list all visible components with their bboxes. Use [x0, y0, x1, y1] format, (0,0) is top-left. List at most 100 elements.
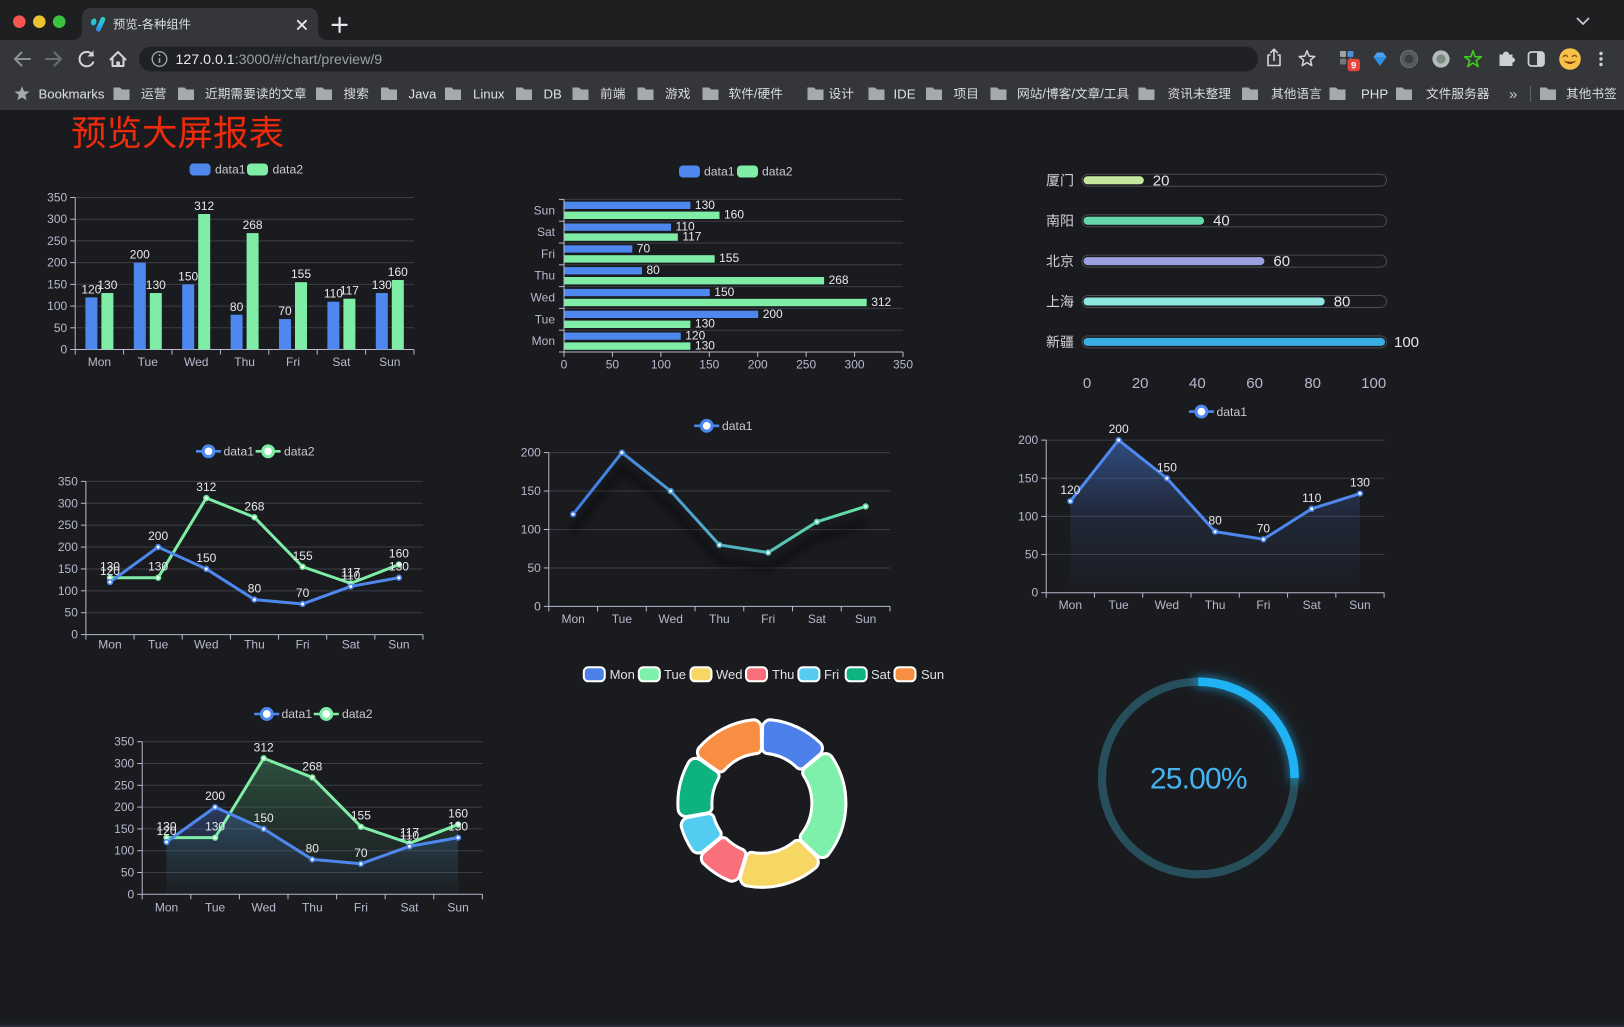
svg-text:Bookmarks: Bookmarks	[39, 86, 105, 101]
svg-text:PHP: PHP	[1361, 86, 1388, 101]
svg-text:DB: DB	[544, 86, 563, 101]
svg-text:200: 200	[148, 529, 168, 543]
svg-text:50: 50	[121, 866, 135, 880]
svg-text:268: 268	[302, 759, 322, 773]
svg-text:Sat: Sat	[808, 612, 827, 626]
svg-text:Wed: Wed	[658, 612, 682, 626]
svg-text:117: 117	[400, 825, 419, 839]
svg-text:Sun: Sun	[921, 667, 944, 682]
svg-text:80: 80	[1208, 514, 1222, 528]
svg-text:Tue: Tue	[148, 638, 169, 652]
svg-text:50: 50	[1025, 548, 1039, 562]
svg-text:40: 40	[1189, 375, 1206, 392]
svg-text:-: -	[138, 18, 142, 32]
svg-text:160: 160	[388, 265, 408, 279]
svg-text:250: 250	[47, 234, 67, 248]
svg-text:data1: data1	[224, 445, 255, 459]
svg-text:110: 110	[676, 220, 695, 234]
svg-text:160: 160	[448, 807, 468, 821]
svg-text:Tue: Tue	[664, 667, 686, 682]
svg-text:Sat: Sat	[537, 225, 556, 239]
svg-text:Fri: Fri	[761, 612, 775, 626]
svg-text:Sun: Sun	[388, 638, 409, 652]
svg-text:Mon: Mon	[155, 900, 178, 914]
svg-text:130: 130	[148, 560, 168, 574]
svg-text:70: 70	[354, 846, 368, 860]
svg-text:130: 130	[695, 317, 715, 331]
svg-text:Fri: Fri	[1256, 598, 1270, 612]
svg-text:data2: data2	[284, 445, 315, 459]
svg-text:Sat: Sat	[400, 900, 419, 914]
svg-text:70: 70	[296, 586, 310, 600]
svg-text:312: 312	[194, 199, 214, 213]
svg-text:IDE: IDE	[894, 86, 916, 101]
svg-text:130: 130	[205, 820, 225, 834]
svg-text:200: 200	[114, 800, 134, 814]
svg-text:Tue: Tue	[535, 312, 556, 326]
svg-text:0: 0	[1032, 586, 1039, 600]
svg-text:Wed: Wed	[251, 900, 275, 914]
svg-text:Tue: Tue	[612, 612, 633, 626]
svg-text:117: 117	[682, 229, 701, 243]
svg-text:Wed: Wed	[716, 667, 743, 682]
svg-text:100: 100	[47, 299, 67, 313]
svg-text:/: /	[1071, 87, 1075, 101]
svg-text:50: 50	[54, 321, 68, 335]
svg-text:150: 150	[1157, 460, 1177, 474]
svg-text:100: 100	[651, 358, 671, 372]
svg-text:130: 130	[372, 278, 392, 292]
svg-text:80: 80	[1334, 294, 1351, 311]
svg-text:155: 155	[719, 251, 739, 265]
svg-text:0: 0	[61, 343, 68, 357]
svg-text:268: 268	[244, 499, 264, 513]
svg-text:300: 300	[845, 358, 865, 372]
svg-text:25.00%: 25.00%	[1150, 763, 1247, 796]
svg-text:50: 50	[65, 606, 79, 620]
svg-text:Thu: Thu	[244, 638, 265, 652]
svg-text:130: 130	[389, 560, 409, 574]
svg-text:150: 150	[58, 562, 78, 576]
svg-text:80: 80	[646, 263, 660, 277]
svg-text:data2: data2	[273, 163, 304, 177]
svg-text:130: 130	[100, 560, 120, 574]
svg-text:250: 250	[114, 778, 134, 792]
svg-text:Mon: Mon	[561, 612, 584, 626]
svg-text:150: 150	[254, 811, 274, 825]
svg-text:Mon: Mon	[1059, 598, 1082, 612]
svg-text:110: 110	[1302, 491, 1321, 505]
svg-text:80: 80	[230, 300, 244, 314]
svg-text:Sun: Sun	[1349, 598, 1370, 612]
svg-text:100: 100	[1018, 509, 1038, 523]
svg-text:Sat: Sat	[332, 355, 351, 369]
svg-text:100: 100	[58, 584, 78, 598]
svg-text:60: 60	[1273, 253, 1290, 270]
svg-text:Fri: Fri	[541, 247, 555, 261]
svg-text:Mon: Mon	[88, 355, 111, 369]
svg-text:20: 20	[1153, 172, 1170, 189]
svg-text:300: 300	[58, 496, 78, 510]
svg-text:268: 268	[243, 218, 263, 232]
svg-text:100: 100	[1361, 375, 1386, 392]
svg-text:250: 250	[58, 518, 78, 532]
svg-text:Java: Java	[409, 86, 438, 101]
svg-text:Mon: Mon	[98, 638, 121, 652]
svg-text:/: /	[1042, 87, 1046, 101]
svg-text:110: 110	[324, 287, 343, 301]
svg-text:150: 150	[196, 551, 216, 565]
svg-text:Sat: Sat	[1303, 598, 1322, 612]
svg-text:150: 150	[178, 269, 198, 283]
svg-text:0: 0	[71, 628, 78, 642]
svg-text:Fri: Fri	[286, 355, 300, 369]
svg-text:155: 155	[351, 809, 371, 823]
svg-text:200: 200	[748, 358, 768, 372]
svg-text:120: 120	[685, 329, 705, 343]
svg-text:150: 150	[521, 484, 541, 498]
svg-text:110: 110	[341, 568, 360, 582]
svg-text:300: 300	[114, 757, 134, 771]
svg-text:Sun: Sun	[379, 355, 400, 369]
svg-text:Wed: Wed	[1155, 598, 1179, 612]
svg-text:Tue: Tue	[1108, 598, 1129, 612]
svg-text:160: 160	[724, 208, 744, 222]
svg-text:0: 0	[561, 358, 568, 372]
svg-text:data2: data2	[342, 707, 373, 721]
